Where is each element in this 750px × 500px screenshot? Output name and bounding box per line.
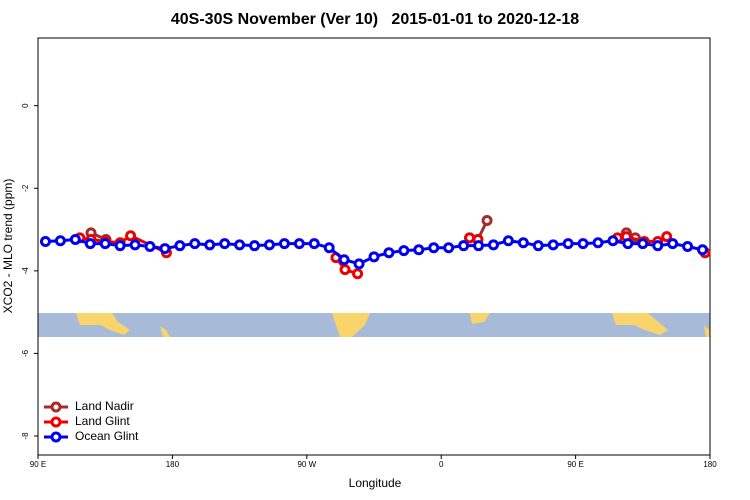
data-point: [323, 242, 335, 254]
data-point: [39, 236, 51, 248]
data-point: [144, 241, 156, 252]
data-point: [353, 258, 365, 270]
data-point: [577, 238, 589, 250]
data-point: [697, 244, 709, 256]
data-point: [308, 238, 320, 250]
data-point: [458, 240, 470, 252]
x-tick-label: 90 E: [30, 460, 46, 469]
data-point: [443, 242, 455, 254]
data-point: [339, 264, 351, 276]
x-axis-label: Longitude: [349, 476, 402, 490]
data-point: [637, 238, 649, 250]
legend-marker: [50, 401, 62, 413]
series-line: [90, 219, 637, 242]
data-point: [398, 245, 410, 257]
data-point: [562, 238, 574, 250]
data-point: [652, 240, 664, 252]
data-point: [592, 237, 604, 249]
data-point: [622, 238, 634, 250]
data-point: [125, 230, 137, 242]
data-point: [174, 240, 186, 252]
data-point: [278, 238, 290, 250]
legend-marker: [50, 431, 62, 443]
data-point: [204, 239, 216, 251]
data-point: [383, 247, 395, 259]
data-point: [607, 235, 619, 247]
legend-label: Ocean Glint: [75, 429, 139, 443]
legend-marker: [50, 416, 62, 428]
data-point: [667, 238, 679, 250]
data-point: [428, 242, 440, 254]
plot-frame: [37, 37, 711, 456]
legend-label: Land Nadir: [75, 399, 134, 413]
legend-label: Land Glint: [75, 414, 130, 428]
x-tick-label: 90 W: [297, 460, 316, 469]
data-point: [682, 241, 694, 252]
y-tick-label: -4: [21, 267, 30, 275]
y-tick-label: -8: [21, 432, 30, 440]
y-tick-label: -2: [21, 184, 30, 192]
data-point: [249, 240, 261, 252]
data-point: [84, 238, 96, 250]
data-point: [487, 239, 499, 251]
x-tick-label: 180: [703, 460, 717, 469]
data-point: [219, 238, 231, 250]
y-axis-label: XCO2 - MLO trend (ppm): [1, 179, 15, 314]
data-point: [129, 239, 141, 251]
chart-title: 40S-30S November (Ver 10) 2015-01-01 to …: [171, 11, 579, 28]
data-point: [464, 232, 476, 244]
data-point: [293, 238, 305, 250]
data-point: [338, 254, 350, 266]
data-point: [368, 251, 380, 263]
data-point: [114, 240, 126, 252]
data-point: [54, 235, 66, 247]
data-point: [189, 238, 201, 250]
data-point: [517, 237, 529, 249]
data-point: [263, 239, 275, 251]
y-tick-label: 0: [21, 103, 30, 108]
data-point: [69, 233, 81, 245]
data-point: [481, 214, 493, 226]
data-point: [234, 239, 246, 251]
y-tick-label: -6: [21, 349, 30, 357]
data-point: [352, 268, 364, 280]
data-point: [547, 239, 559, 251]
data-point: [532, 240, 544, 252]
data-point: [413, 244, 425, 256]
data-point: [159, 243, 171, 255]
data-point: [502, 235, 514, 247]
x-tick-label: 0: [439, 460, 444, 469]
x-tick-label: 180: [166, 460, 180, 469]
data-point: [661, 231, 673, 243]
map-strip: [38, 313, 710, 337]
data-point: [473, 240, 485, 252]
x-tick-label: 90 E: [567, 460, 583, 469]
data-point: [99, 238, 111, 250]
